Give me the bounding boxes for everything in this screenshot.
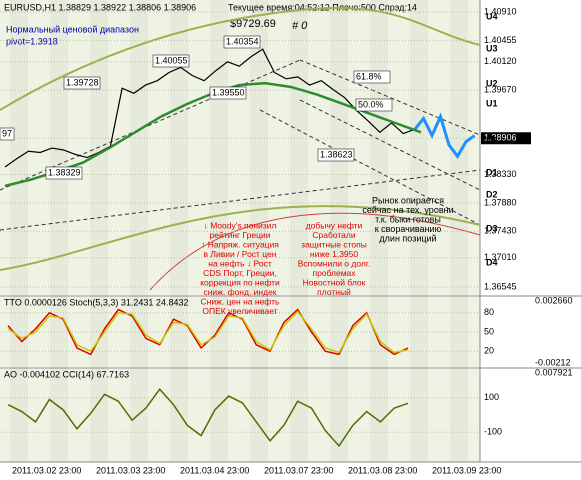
price-label-box	[45, 166, 83, 180]
balance: $9729.69	[230, 18, 276, 30]
news-annotation: Сработали	[312, 230, 355, 240]
y-tick-label: 1.39670	[484, 84, 517, 94]
y-tick-label: 80	[484, 307, 494, 317]
stripe	[50, 0, 68, 462]
y-tick-label: 1.37010	[484, 252, 517, 262]
ma-curve	[149, 212, 481, 291]
news-annotation: добычу нефти	[306, 220, 363, 230]
news-annotation: CDS Порт, Греции,	[203, 268, 277, 278]
price-label: 97	[2, 128, 12, 138]
x-tick-label: 2011.03.04 23:00	[180, 465, 249, 475]
ma-curve	[0, 205, 481, 271]
news-annotation: в Ливии / Рост цен	[203, 249, 276, 259]
price-line	[413, 112, 476, 159]
news-annotation: плотный	[317, 287, 351, 297]
indicator-label: TTO 0.0000126 Stoch(5,3,3) 31.2431 24.84…	[4, 297, 188, 307]
y-tick-label: 1.40455	[484, 35, 517, 45]
price-label-box	[317, 148, 355, 162]
level-label: D3	[486, 223, 498, 233]
price-label-box	[355, 98, 393, 112]
level-label: U4	[486, 11, 498, 21]
level-label: D2	[486, 189, 498, 199]
x-tick-label: 2011.03.09 23:00	[432, 465, 501, 475]
news-annotation: сейчас на тех. уровни	[362, 205, 453, 215]
current-price-box	[481, 132, 531, 145]
y-tick-label: -100	[484, 427, 502, 437]
price-label-box	[353, 70, 391, 84]
price-label: 1.40354	[226, 36, 259, 46]
news-annotation: сниж. фонд. индек	[203, 287, 276, 297]
price-label: 1.40055	[155, 55, 188, 65]
news-annotation: длин позиций	[379, 233, 436, 243]
orders: # 0	[292, 20, 308, 32]
level-label: U1	[486, 98, 498, 108]
indicator-line	[7, 388, 409, 448]
level-label: D4	[486, 257, 498, 267]
price-label-box	[152, 54, 190, 68]
y-tick-label: 1.40120	[484, 56, 517, 66]
y-tick-label: 1.37880	[484, 197, 517, 207]
news-annotation: проблемах	[312, 268, 356, 278]
news-annotation: Сниж. цен на нефть	[201, 296, 280, 306]
level-label: U3	[486, 43, 498, 53]
x-tick-label: 2011.03.07 23:00	[264, 465, 333, 475]
news-annotation: на нефть ↓ Рост	[208, 258, 272, 268]
y-tick-label: 1.37430	[484, 226, 517, 236]
price-label: 61.8%	[356, 71, 382, 81]
price-label-box	[0, 127, 15, 141]
news-annotation: ↑ Напряж. ситуация	[201, 239, 279, 249]
indicator-scale-label: 0.002660	[535, 295, 573, 305]
news-annotation: Новостной блок	[303, 277, 366, 287]
indicator-scale-label: -0.00212	[535, 357, 571, 367]
level-label: U2	[486, 78, 498, 88]
stripe	[170, 0, 188, 462]
news-annotation: Вспомнили о долг.	[298, 258, 371, 268]
stripe	[290, 0, 308, 462]
indicator-scale-label: 0.007921	[535, 367, 573, 377]
price-label-box	[63, 76, 101, 90]
range-label: Нормальный ценовой диапазон	[6, 24, 139, 34]
symbol-line: EURUSD,H1 1.38829 1.38922 1.38806 1.3890…	[4, 2, 196, 12]
news-annotation: ниже 1,3950	[310, 249, 358, 259]
price-label: 1.38623	[320, 149, 353, 159]
indicator-line	[7, 310, 409, 354]
price-label: 50.0%	[358, 99, 384, 109]
y-tick-label: 1.36545	[484, 281, 517, 291]
news-annotation: рейтинг Греции	[210, 230, 271, 240]
price-label: 1.39728	[66, 77, 99, 87]
news-annotation: коррекция по нефти	[200, 277, 280, 287]
news-annotation: Рынок опирается	[372, 195, 444, 205]
price-label: 1.38329	[48, 167, 81, 177]
price-label-box	[209, 86, 247, 100]
x-tick-label: 2011.03.02 23:00	[12, 465, 81, 475]
price-panel	[0, 0, 480, 295]
news-annotation: ↓ Moody's понизил	[204, 220, 277, 230]
channel-lines	[0, 59, 481, 231]
y-tick-label: 1.38330	[484, 169, 517, 179]
news-annotation: защитные стопы	[301, 239, 367, 249]
y-tick-label: 1.40910	[484, 6, 517, 16]
news-annotation: к сворачиванию	[375, 224, 442, 234]
news-annotation: ОПЕК увеличивает	[202, 306, 277, 316]
x-tick-label: 2011.03.03 23:00	[96, 465, 165, 475]
y-tick-label: 50	[484, 326, 494, 336]
price-label-box	[223, 35, 261, 49]
pivot-label: pivot=1.3918	[6, 36, 58, 46]
price-line	[4, 48, 416, 168]
stripe	[410, 0, 428, 462]
y-tick-label: 100	[484, 392, 499, 402]
indicator-label: AO -0.004102 CCI(14) 67.7163	[4, 369, 129, 379]
x-tick-label: 2011.03.08 23:00	[348, 465, 417, 475]
ma-curve	[0, 7, 481, 111]
y-tick-label: 20	[484, 346, 494, 356]
level-label: D1	[486, 167, 498, 177]
news-annotation: т.к. быки готовы	[375, 214, 441, 224]
price-label: 1.39550	[212, 87, 245, 97]
ao-panel	[0, 369, 480, 462]
level-label: LB	[486, 135, 498, 145]
y-tick-label: 1.38906	[484, 133, 517, 143]
